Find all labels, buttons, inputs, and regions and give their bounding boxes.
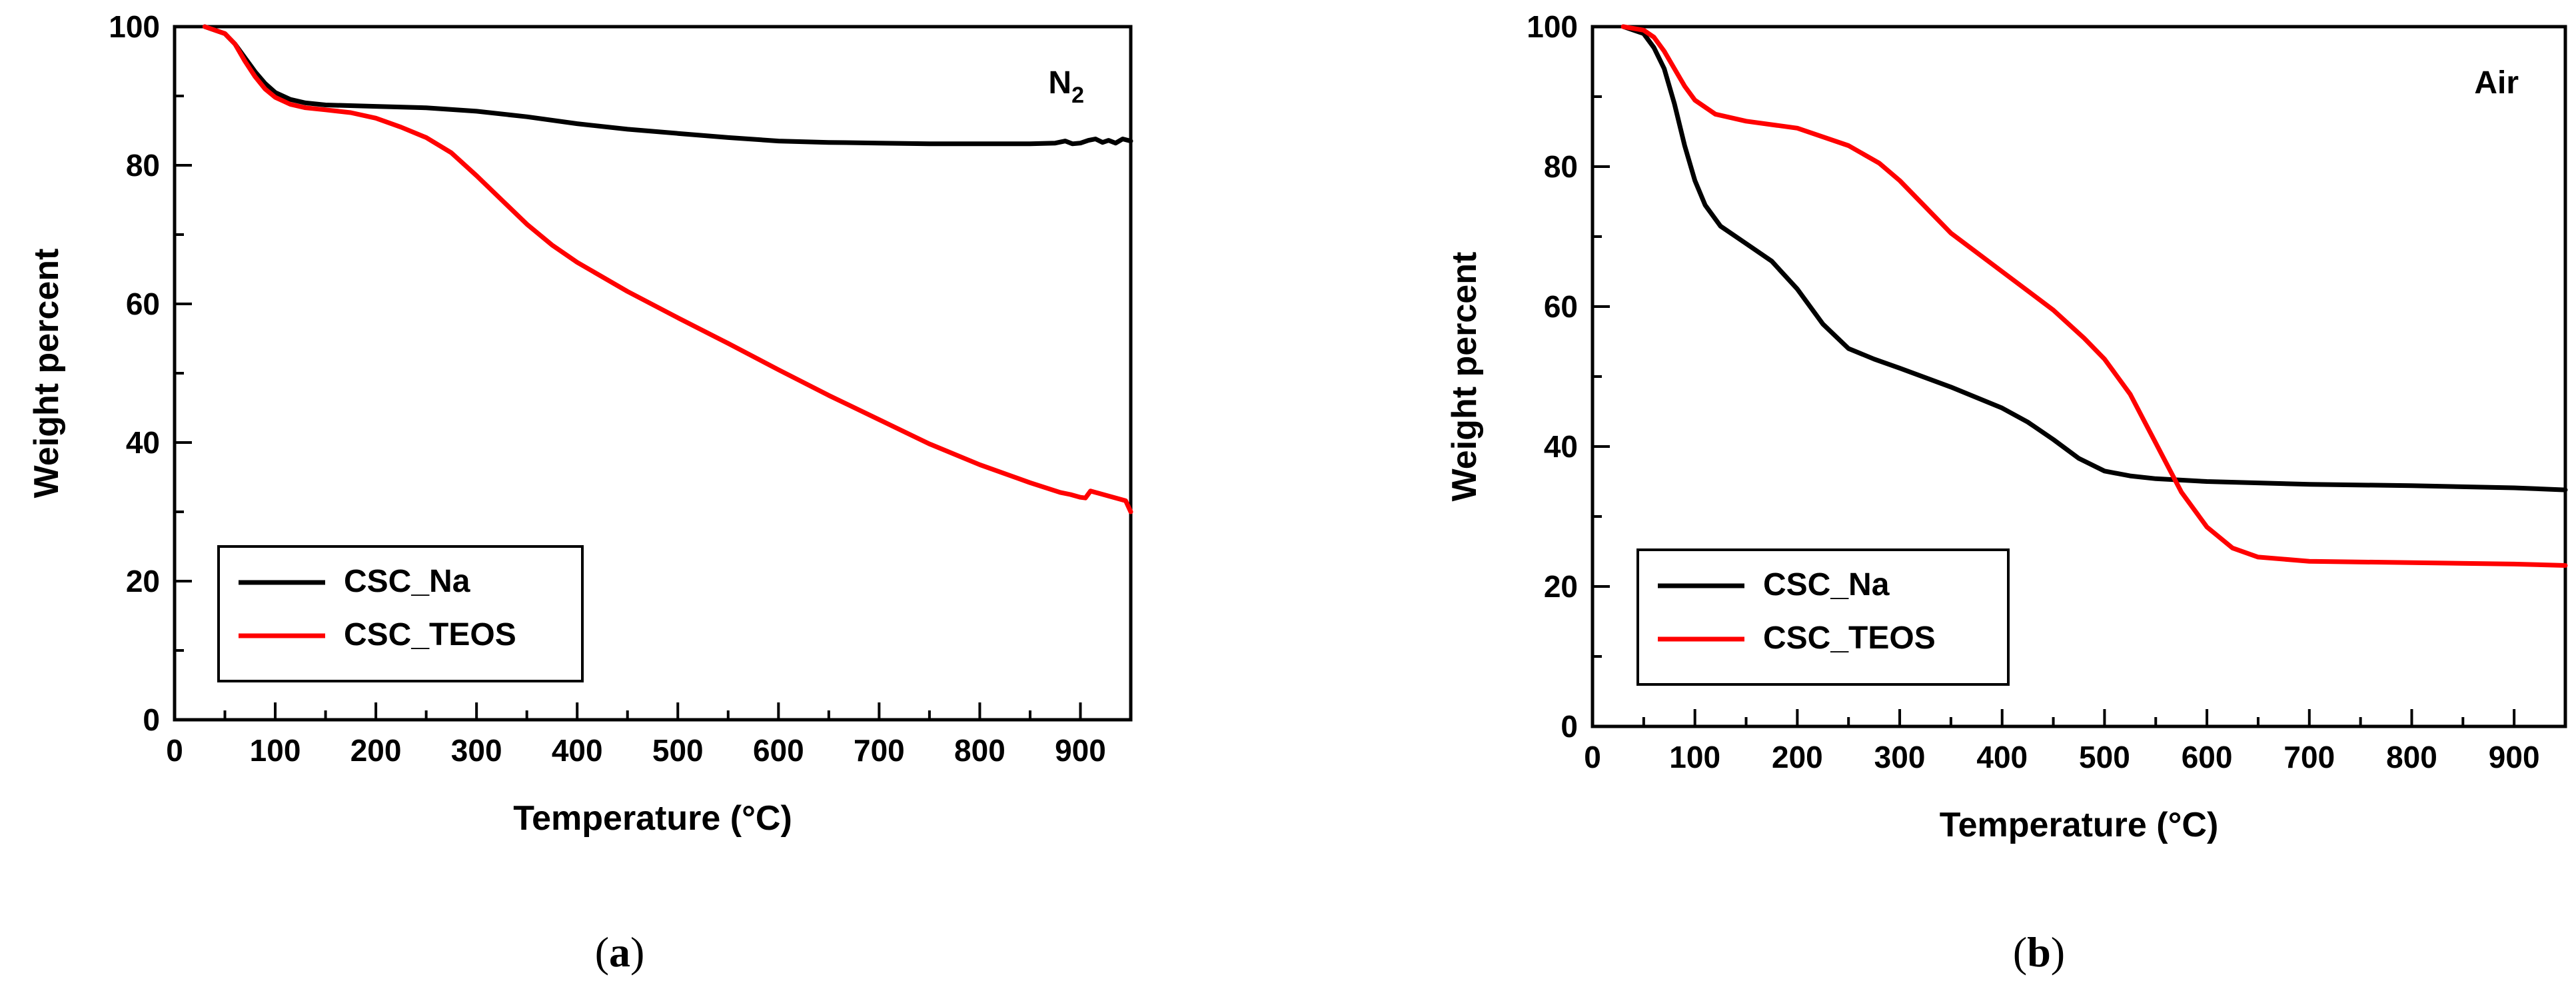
x-tick-label: 0: [166, 733, 183, 768]
y-tick-label: 100: [1527, 9, 1578, 44]
y-axis-label: Weight percent: [1445, 252, 1484, 502]
x-tick-label: 200: [1772, 740, 1823, 774]
caption-label: a: [609, 928, 630, 976]
atmosphere-annotation-subscript: 2: [1071, 83, 1084, 108]
series-line-csc-teos: [202, 24, 1133, 514]
x-tick-label: 900: [1055, 733, 1106, 768]
x-tick-label: 700: [854, 733, 905, 768]
panel-caption: (a): [595, 928, 645, 976]
x-tick-label: 400: [552, 733, 603, 768]
x-tick-label: 800: [2386, 740, 2437, 774]
y-tick-label: 100: [109, 9, 160, 44]
x-tick-label: 900: [2489, 740, 2540, 774]
x-tick-label: 200: [350, 733, 402, 768]
x-tick-label: 300: [1874, 740, 1926, 774]
x-tick-label: 100: [250, 733, 301, 768]
x-tick-label: 800: [954, 733, 1005, 768]
legend: CSC_Na CSC_TEOS: [1636, 548, 2010, 686]
y-tick-label: 20: [1544, 569, 1578, 604]
caption-open-paren: (: [2013, 928, 2027, 976]
panel-caption: (b): [2013, 928, 2065, 976]
x-tick-label: 700: [2283, 740, 2335, 774]
y-tick-label: 40: [126, 425, 160, 460]
chart-panel-b: 0 100 200 300 400 500 600 700 800 900 0 20 40 60 80 100…: [1445, 9, 2568, 976]
caption-label: b: [2027, 928, 2051, 976]
legend-box: [217, 545, 584, 682]
y-tick-label: 60: [1544, 289, 1578, 324]
x-tick-label: 600: [753, 733, 804, 768]
x-tick-label: 300: [451, 733, 502, 768]
x-tick-label: 500: [652, 733, 704, 768]
atmosphere-annotation-text: Air: [2474, 65, 2519, 101]
atmosphere-annotation: N2: [1048, 65, 1084, 108]
legend-box: [1636, 548, 2010, 686]
x-axis-label: Temperature (°C): [513, 799, 792, 838]
legend-label: CSC_TEOS: [1763, 620, 1936, 656]
atmosphere-annotation-text: N: [1048, 65, 1071, 101]
legend-label: CSC_Na: [1763, 567, 1890, 602]
legend-label: CSC_TEOS: [344, 617, 516, 652]
y-tick-label: 40: [1544, 429, 1578, 464]
caption-close-paren: ): [2051, 928, 2065, 976]
y-axis-label: Weight percent: [27, 249, 66, 498]
y-tick-label: 20: [126, 564, 160, 598]
x-tick-label: 600: [2182, 740, 2233, 774]
series-line-csc-na: [202, 24, 1133, 147]
y-tick-label: 80: [1544, 149, 1578, 184]
x-axis-label: Temperature (°C): [1940, 806, 2219, 844]
y-tick-label: 80: [126, 148, 160, 183]
caption-open-paren: (: [595, 928, 609, 976]
y-tick-label: 60: [126, 287, 160, 321]
y-tick-label: 0: [1561, 709, 1578, 744]
x-tick-label: 100: [1669, 740, 1720, 774]
caption-close-paren: ): [630, 928, 644, 976]
legend: CSC_Na CSC_TEOS: [217, 545, 584, 682]
atmosphere-annotation: Air: [2474, 65, 2519, 101]
x-tick-label: 0: [1584, 740, 1601, 774]
x-tick-label: 500: [2079, 740, 2130, 774]
x-tick-label: 400: [1976, 740, 2028, 774]
series-line-csc-na: [1620, 24, 2568, 493]
series-line-csc-teos: [1620, 24, 2568, 568]
chart-panel-a: 0 100 200 300 400 500 600 700 800 900 0 20 40 60 80 100…: [27, 9, 1133, 976]
y-tick-label: 0: [143, 702, 160, 737]
legend-label: CSC_Na: [344, 564, 470, 599]
